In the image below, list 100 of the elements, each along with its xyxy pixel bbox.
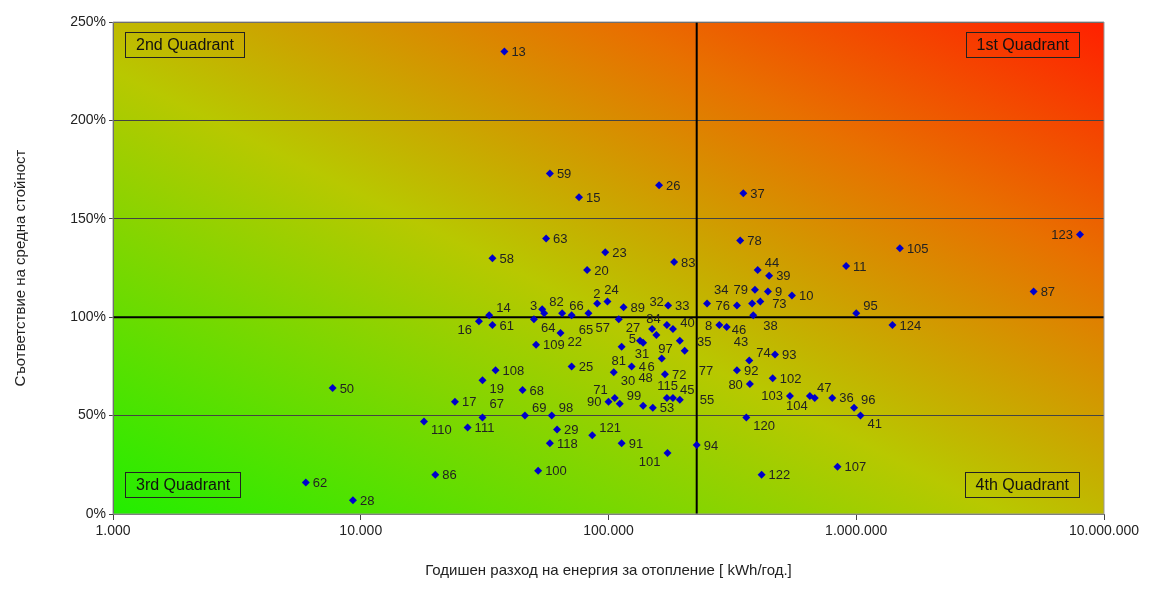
annotation: 89 (630, 299, 646, 315)
annotation: 123 (1051, 227, 1073, 243)
annotation: 120 (753, 418, 776, 434)
annotation: 122 (768, 467, 791, 483)
annotation: 82 (549, 293, 564, 309)
annotation: 28 (359, 492, 375, 508)
annotation: 50 (339, 380, 355, 396)
annotation: 55 (699, 392, 715, 408)
annotation: 69 (531, 400, 547, 416)
annotation: 109 (543, 337, 565, 353)
annotation: 23 (612, 244, 627, 260)
annotation: 10 (798, 288, 814, 304)
annotation: 76 (715, 297, 730, 313)
annotation: 96 (861, 392, 876, 408)
annotation: 87 (1040, 284, 1056, 300)
annotation: 30 (620, 372, 636, 388)
x-tick-label: 1.000 (95, 522, 131, 539)
y-tick-label: 50% (77, 406, 106, 423)
annotation: 39 (776, 268, 791, 284)
annotation: 68 (529, 382, 545, 398)
annotation: 16 (457, 321, 472, 337)
annotation: 34 (714, 282, 729, 297)
annotation: 11 (853, 258, 867, 274)
annotation: 1st Quadrant (965, 32, 1080, 58)
annotation: 99 (626, 388, 642, 404)
annotation: 98 (558, 400, 574, 416)
annotation: 2 (593, 286, 601, 302)
annotation: 81 (611, 353, 626, 369)
y-axis-title: Съответствие на средна стойност (11, 149, 29, 387)
annotation: 13 (511, 44, 526, 60)
annotation: 3rd Quadrant (125, 472, 242, 498)
annotation: 63 (553, 231, 568, 247)
annotation: 26 (666, 177, 681, 193)
annotation: 36 (839, 390, 854, 406)
annotation: 77 (698, 363, 714, 379)
annotation: 92 (743, 362, 759, 378)
annotation: 2nd Quadrant (125, 32, 245, 58)
annotation: 95 (863, 297, 878, 313)
annotation: 67 (489, 396, 504, 412)
annotation: 83 (681, 254, 696, 270)
annotation: 110 (430, 422, 452, 438)
annotation: 37 (750, 185, 765, 201)
annotation: 74 (756, 345, 771, 361)
annotation: 100 (545, 463, 567, 479)
x-tick-label: 100.000 (583, 522, 635, 539)
annotation: 86 (442, 467, 457, 483)
annotation: 124 (899, 317, 922, 333)
annotation: 53 (659, 400, 675, 416)
annotation: 32 (649, 293, 664, 309)
x-tick-label: 10.000 (339, 522, 383, 539)
annotation: 103 (761, 388, 783, 404)
annotation: 31 (634, 345, 650, 361)
annotation: 78 (747, 233, 762, 249)
annotation: 24 (604, 282, 619, 297)
annotation: 15 (585, 189, 601, 205)
annotation: 108 (502, 362, 525, 378)
annotation: 3 (529, 297, 538, 313)
y-tick-label: 150% (70, 209, 106, 226)
annotation: 47 (816, 380, 832, 396)
annotation: 41 (867, 416, 882, 432)
annotation: 57 (595, 319, 610, 335)
annotation: 111 (474, 419, 495, 435)
annotation: 17 (461, 394, 477, 410)
annotation: 118 (556, 435, 578, 451)
annotation: 19 (489, 380, 504, 396)
annotation: 44 (764, 254, 780, 270)
annotation: 33 (675, 297, 690, 313)
x-tick-label: 1.000.000 (825, 522, 888, 539)
y-tick-label: 0% (85, 504, 106, 521)
annotation: 64 (540, 319, 556, 335)
annotation: 14 (496, 299, 511, 315)
annotation: 25 (578, 358, 594, 374)
annotation: 102 (779, 370, 802, 386)
annotation: 58 (499, 250, 514, 266)
annotation: 8 (705, 317, 713, 333)
annotation: 94 (703, 437, 719, 453)
annotation: 93 (782, 347, 797, 363)
annotation: 40 (680, 315, 695, 331)
y-tick-label: 250% (70, 12, 106, 29)
annotation: 29 (564, 421, 579, 437)
annotation: 38 (763, 318, 778, 334)
annotation: 79 (733, 282, 748, 298)
annotation: 62 (312, 475, 328, 491)
annotation: 20 (594, 262, 609, 278)
annotation: 101 (638, 453, 661, 469)
x-tick-label: 10.000.000 (1068, 522, 1140, 539)
annotation: 121 (599, 419, 621, 435)
annotation: 105 (906, 240, 929, 256)
annotation: 80 (728, 376, 743, 392)
annotation: 97 (658, 341, 673, 357)
annotation: 104 (786, 398, 808, 414)
annotation: 107 (844, 459, 867, 475)
annotation: 66 (569, 297, 584, 313)
x-axis-title: Годишен разход на енергия за отопление [ kWh/год.] (425, 561, 792, 579)
annotation: 59 (556, 166, 572, 182)
annotation: 4th Quadrant (964, 472, 1080, 498)
y-tick-label: 100% (70, 308, 106, 325)
annotation: 91 (628, 435, 644, 451)
annotation: 61 (499, 317, 514, 333)
y-tick-label: 200% (70, 111, 106, 128)
